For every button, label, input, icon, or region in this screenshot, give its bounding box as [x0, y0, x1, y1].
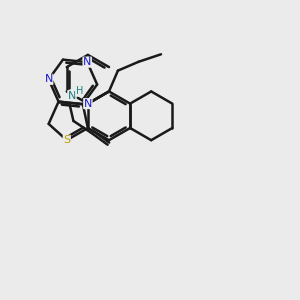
Text: H: H [76, 86, 83, 96]
Text: N: N [44, 74, 53, 84]
Text: N: N [83, 57, 92, 67]
Text: N: N [84, 99, 92, 109]
Text: N: N [68, 91, 76, 101]
Text: S: S [63, 135, 70, 145]
